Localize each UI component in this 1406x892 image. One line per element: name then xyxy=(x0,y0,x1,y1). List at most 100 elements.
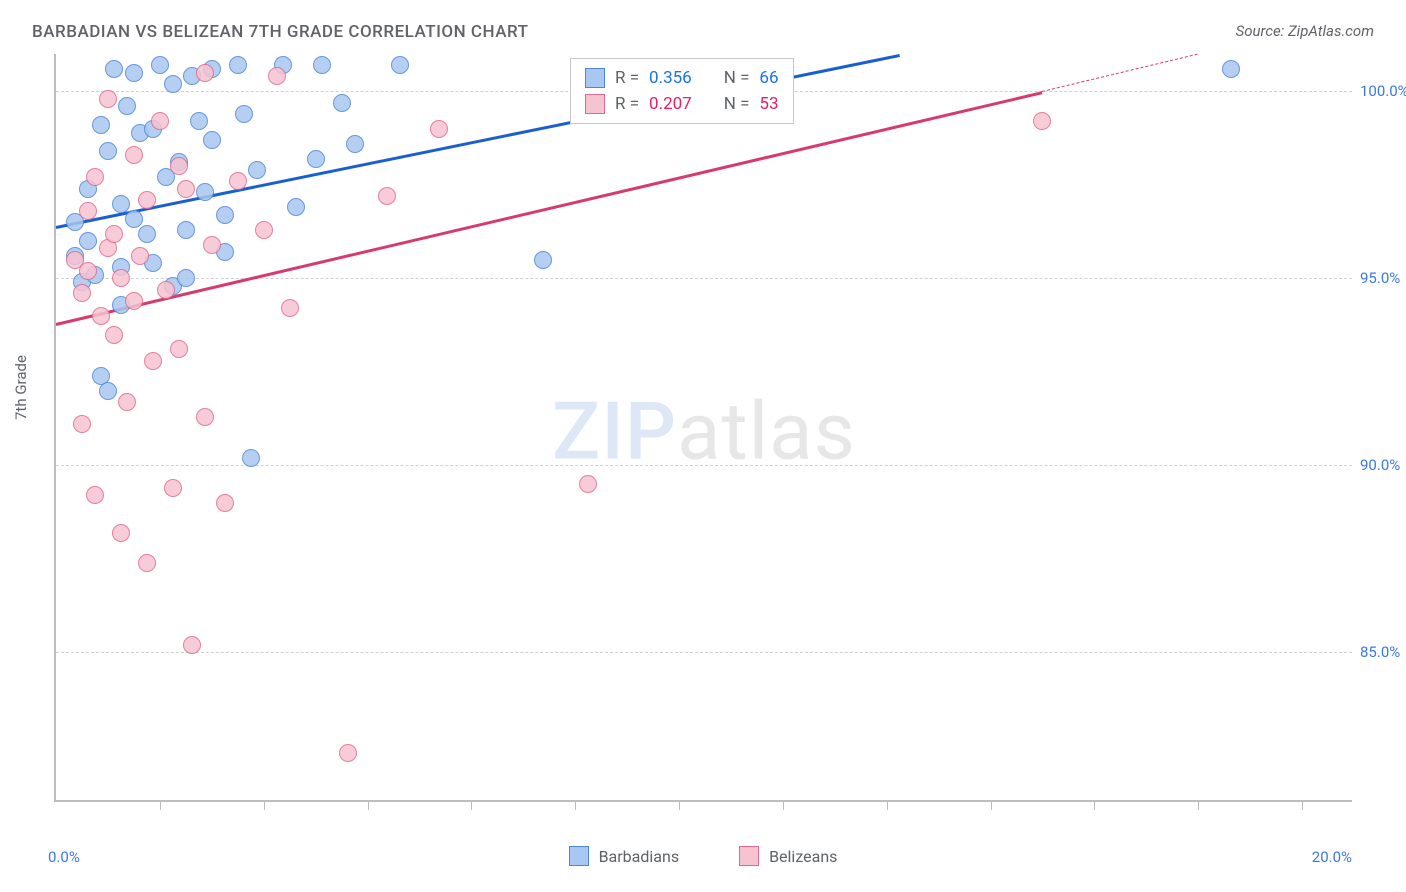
bottom-legend: Barbadians Belizeans xyxy=(0,846,1406,866)
trend-line-extrapolated xyxy=(1042,54,1198,92)
x-tick xyxy=(160,800,161,810)
data-point-belizeans xyxy=(579,475,597,493)
swatch-belizeans xyxy=(739,846,759,866)
data-point-belizeans xyxy=(105,326,123,344)
data-point-barbadians xyxy=(1222,60,1240,78)
data-point-barbadians xyxy=(164,75,182,93)
data-point-barbadians xyxy=(190,112,208,130)
data-point-barbadians xyxy=(216,206,234,224)
data-point-barbadians xyxy=(177,221,195,239)
x-tick xyxy=(471,800,472,810)
data-point-barbadians xyxy=(229,56,247,74)
data-point-belizeans xyxy=(203,236,221,254)
data-point-belizeans xyxy=(229,172,247,190)
data-point-belizeans xyxy=(86,486,104,504)
data-point-belizeans xyxy=(86,168,104,186)
plot-area: ZIPatlas 100.0%95.0%90.0%85.0%R =0.356N … xyxy=(54,54,1352,802)
data-point-barbadians xyxy=(346,135,364,153)
legend-item-belizeans: Belizeans xyxy=(739,846,837,866)
data-point-belizeans xyxy=(138,191,156,209)
data-point-barbadians xyxy=(105,60,123,78)
swatch-barbadians xyxy=(585,68,605,88)
x-tick xyxy=(368,800,369,810)
data-point-belizeans xyxy=(339,744,357,762)
data-point-barbadians xyxy=(125,64,143,82)
data-point-belizeans xyxy=(79,202,97,220)
data-point-barbadians xyxy=(287,198,305,216)
x-tick xyxy=(783,800,784,810)
y-tick-label: 100.0% xyxy=(1360,82,1406,100)
data-point-belizeans xyxy=(170,340,188,358)
data-point-barbadians xyxy=(248,161,266,179)
x-tick xyxy=(264,800,265,810)
chart-title: BARBADIAN VS BELIZEAN 7TH GRADE CORRELAT… xyxy=(32,22,528,42)
data-point-belizeans xyxy=(92,307,110,325)
data-point-barbadians xyxy=(203,131,221,149)
data-point-belizeans xyxy=(118,393,136,411)
data-point-belizeans xyxy=(79,262,97,280)
data-point-barbadians xyxy=(79,232,97,250)
x-tick xyxy=(1198,800,1199,810)
data-point-barbadians xyxy=(99,382,117,400)
data-point-belizeans xyxy=(268,67,286,85)
data-point-belizeans xyxy=(177,180,195,198)
data-point-barbadians xyxy=(118,97,136,115)
x-tick xyxy=(1094,800,1095,810)
data-point-barbadians xyxy=(235,105,253,123)
data-point-belizeans xyxy=(112,524,130,542)
data-point-barbadians xyxy=(534,251,552,269)
x-tick xyxy=(575,800,576,810)
y-tick-label: 95.0% xyxy=(1360,269,1406,287)
x-tick xyxy=(679,800,680,810)
data-point-barbadians xyxy=(99,142,117,160)
data-point-barbadians xyxy=(313,56,331,74)
legend-item-barbadians: Barbadians xyxy=(569,846,680,866)
stats-row-barbadians: R = 0.356 N = 66 xyxy=(585,65,779,91)
data-point-belizeans xyxy=(164,479,182,497)
data-point-belizeans xyxy=(430,120,448,138)
data-point-barbadians xyxy=(138,225,156,243)
n-value: 66 xyxy=(759,68,778,88)
data-point-barbadians xyxy=(151,56,169,74)
r-value: 0.356 xyxy=(649,68,692,88)
data-point-barbadians xyxy=(125,210,143,228)
data-point-belizeans xyxy=(151,112,169,130)
legend-label-belizeans: Belizeans xyxy=(769,847,837,866)
swatch-belizeans xyxy=(585,94,605,114)
y-tick-label: 90.0% xyxy=(1360,456,1406,474)
r-value: 0.207 xyxy=(649,94,692,114)
data-point-belizeans xyxy=(378,187,396,205)
data-point-belizeans xyxy=(138,554,156,572)
data-point-belizeans xyxy=(73,284,91,302)
swatch-barbadians xyxy=(569,846,589,866)
data-point-belizeans xyxy=(170,157,188,175)
y-tick-label: 85.0% xyxy=(1360,643,1406,661)
r-label: R = xyxy=(615,68,639,88)
r-label: R = xyxy=(615,94,639,114)
data-point-barbadians xyxy=(242,449,260,467)
data-point-belizeans xyxy=(157,281,175,299)
data-point-belizeans xyxy=(183,636,201,654)
source-label: Source: ZipAtlas.com xyxy=(1236,22,1374,40)
data-point-barbadians xyxy=(92,116,110,134)
data-point-belizeans xyxy=(196,408,214,426)
data-point-belizeans xyxy=(1033,112,1051,130)
x-tick xyxy=(887,800,888,810)
gridline xyxy=(56,652,1352,653)
chart-frame: BARBADIAN VS BELIZEAN 7TH GRADE CORRELAT… xyxy=(0,0,1406,892)
data-point-barbadians xyxy=(196,183,214,201)
x-tick xyxy=(1302,800,1303,810)
data-point-barbadians xyxy=(112,195,130,213)
data-point-barbadians xyxy=(307,150,325,168)
data-point-belizeans xyxy=(125,146,143,164)
data-point-belizeans xyxy=(255,221,273,239)
data-point-barbadians xyxy=(177,269,195,287)
data-point-belizeans xyxy=(125,292,143,310)
stats-box: R =0.356N =66R =0.207N =53 xyxy=(570,58,794,124)
data-point-belizeans xyxy=(196,64,214,82)
n-value: 53 xyxy=(759,94,778,114)
n-label: N = xyxy=(724,68,750,88)
stats-row-belizeans: R =0.207N =53 xyxy=(585,91,779,117)
data-point-belizeans xyxy=(99,90,117,108)
data-point-barbadians xyxy=(333,94,351,112)
